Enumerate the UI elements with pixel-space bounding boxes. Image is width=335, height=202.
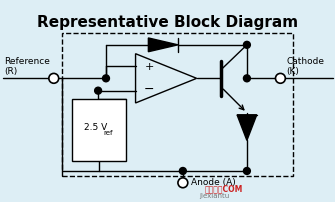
Circle shape: [244, 41, 250, 48]
Circle shape: [180, 167, 186, 174]
Text: Reference
(R): Reference (R): [4, 57, 50, 76]
Bar: [71, 99, 126, 161]
Text: Representative Block Diagram: Representative Block Diagram: [37, 15, 298, 30]
Circle shape: [95, 87, 102, 94]
Polygon shape: [148, 38, 178, 52]
Text: 接线图．COM: 接线图．COM: [205, 184, 243, 193]
Circle shape: [244, 75, 250, 82]
Bar: [62, 33, 293, 176]
Circle shape: [275, 73, 285, 83]
Circle shape: [49, 73, 59, 83]
Circle shape: [103, 75, 110, 82]
Polygon shape: [237, 115, 257, 140]
Text: 2.5 V: 2.5 V: [84, 123, 107, 132]
Text: Anode (A): Anode (A): [191, 178, 236, 187]
Text: Cathode
(K): Cathode (K): [286, 57, 324, 76]
Circle shape: [244, 167, 250, 174]
Text: jiexiantu: jiexiantu: [200, 193, 230, 199]
Text: −: −: [144, 83, 154, 96]
Text: ref: ref: [104, 130, 113, 136]
Circle shape: [178, 178, 188, 188]
Text: +: +: [145, 62, 154, 73]
